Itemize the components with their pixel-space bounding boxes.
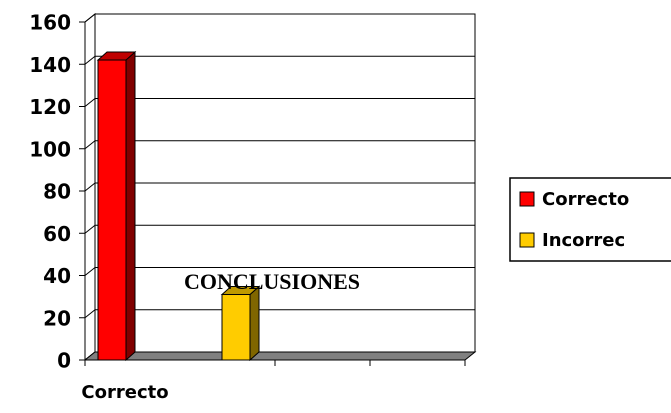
bar-front xyxy=(97,59,127,361)
grid-line-side xyxy=(84,224,96,234)
bar xyxy=(220,285,261,362)
legend-label: Correcto xyxy=(542,189,629,210)
y-tick-label: 60 xyxy=(43,222,71,246)
chart-title: CONCLUSIONES xyxy=(184,269,360,294)
legend-label: Incorrec xyxy=(542,230,625,251)
grid-line-side xyxy=(84,309,96,319)
y-tick-label: 100 xyxy=(29,137,71,161)
grid-line-side xyxy=(84,98,96,107)
grid-line-side xyxy=(84,55,96,65)
floor xyxy=(83,351,477,361)
bar-front xyxy=(221,294,251,361)
legend-box xyxy=(509,177,671,262)
grid-line-side xyxy=(84,182,96,192)
y-tick-label: 120 xyxy=(29,95,71,119)
y-tick-label: 40 xyxy=(43,264,71,288)
grid-line-side xyxy=(84,140,96,150)
bar xyxy=(96,50,137,362)
grid-line-side xyxy=(84,13,96,23)
x-tick-label: Correcto xyxy=(81,382,168,403)
legend-swatch xyxy=(519,191,535,207)
bar-side xyxy=(125,50,136,362)
bar-side xyxy=(249,285,260,362)
legend-swatch xyxy=(519,232,535,248)
grid-line-side xyxy=(84,267,96,276)
y-tick-label: 0 xyxy=(57,349,71,373)
y-tick-label: 20 xyxy=(43,306,71,330)
y-tick-label: 160 xyxy=(29,11,71,35)
y-tick-label: 140 xyxy=(29,53,71,77)
y-tick-label: 80 xyxy=(43,180,71,204)
